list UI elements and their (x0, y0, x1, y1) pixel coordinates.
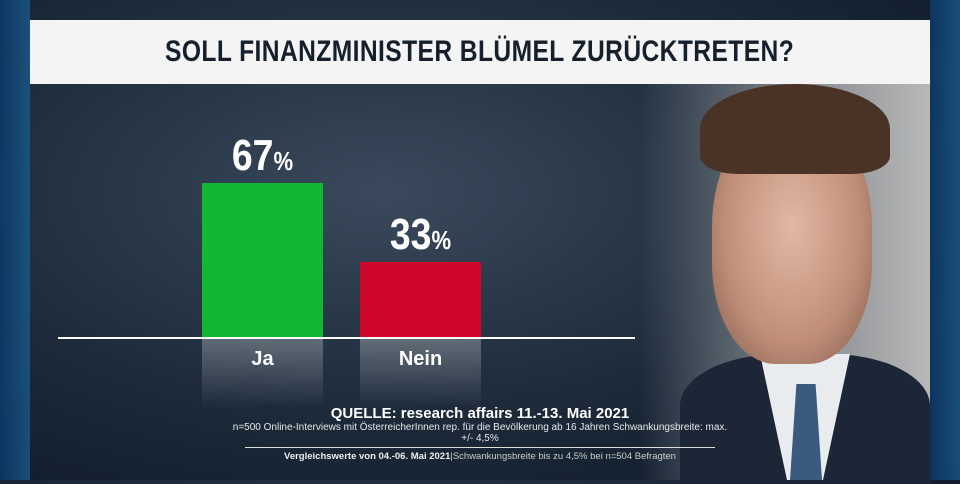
left-edge-decoration (0, 0, 30, 480)
category-label-ja: Ja (251, 348, 274, 370)
category-label-nein: Nein (398, 348, 443, 370)
data-label-nein: 33% (389, 209, 452, 259)
hair (700, 84, 890, 174)
title-bar: SOLL FINANZMINISTER BLÜMEL ZURÜCKTRETEN? (30, 20, 930, 84)
chart-title: SOLL FINANZMINISTER BLÜMEL ZURÜCKTRETEN? (165, 35, 795, 68)
source-divider (245, 447, 715, 448)
source-note: QUELLE: research affairs 11.-13. Mai 202… (230, 405, 730, 462)
bar-ja (202, 183, 323, 338)
right-edge-decoration (930, 0, 960, 480)
source-method: n=500 Online-Interviews mit Österreicher… (232, 422, 728, 444)
minister-photo (640, 84, 930, 484)
category-column-bg (360, 338, 481, 408)
comparison-note: Vergleichswerte von 04.-06. Mai 2021|Sch… (284, 451, 676, 462)
baseline (58, 337, 635, 339)
bar-nein (360, 261, 481, 338)
source-title: QUELLE: research affairs 11.-13. Mai 202… (330, 405, 630, 422)
category-column-bg (202, 338, 323, 408)
data-label-ja: 67% (231, 131, 294, 181)
